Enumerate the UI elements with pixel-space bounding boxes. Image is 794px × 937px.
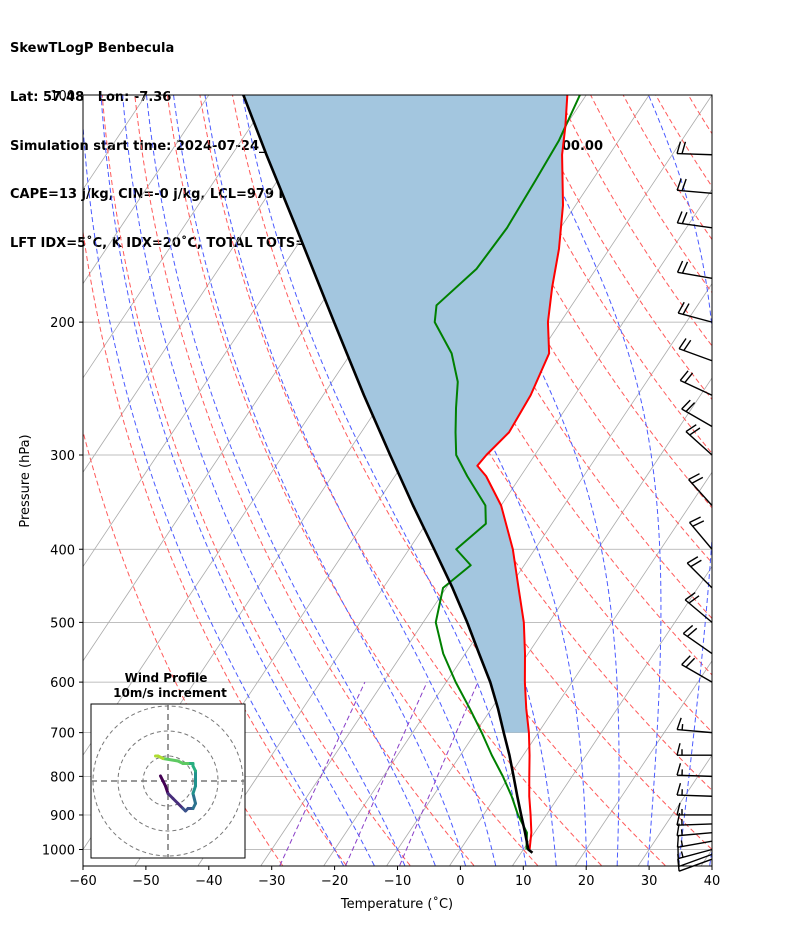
wind-barb: [688, 516, 713, 550]
moist-adiabat: [145, 95, 436, 866]
wind-barb: [676, 743, 712, 756]
mixing-ratio-line: [399, 681, 479, 866]
x-tick-label: −40: [195, 874, 222, 889]
dry-adiabat: [525, 95, 712, 401]
hodograph-trace: [161, 757, 180, 763]
dry-adiabat: [655, 95, 712, 188]
isotherm-line: [83, 95, 335, 473]
wind-barb: [678, 338, 713, 362]
mixing-ratio-line: [345, 681, 428, 866]
wind-barb: [679, 370, 713, 396]
y-tick-label: 700: [50, 727, 75, 742]
wind-barb: [676, 141, 713, 156]
dry-adiabat: [721, 95, 794, 865]
isotherm-line: [83, 95, 210, 285]
station-coordinates: Lat: 57.48 Lon: -7.36: [10, 90, 172, 105]
temperature-profile: [476, 95, 569, 850]
wind-barb: [676, 178, 713, 195]
moist-adiabat: [204, 95, 497, 866]
dry-adiabat: [199, 95, 602, 866]
hodograph-trace: [191, 792, 197, 805]
x-tick-label: 40: [704, 874, 721, 889]
plot-area: [83, 95, 794, 866]
x-tick-label: −30: [258, 874, 285, 889]
moist-adiabat: [648, 95, 712, 866]
dry-adiabat: [166, 95, 539, 866]
moist-adiabat: [83, 118, 344, 866]
wind-barb: [681, 655, 713, 683]
wind-barb: [676, 834, 713, 848]
x-tick-label: 10: [515, 874, 532, 889]
dry-adiabat: [83, 228, 347, 866]
isotherm-line: [83, 95, 84, 96]
wind-barb: [676, 763, 713, 778]
y-axis-label: Pressure (hPa): [18, 434, 33, 527]
hodograph-inset: Wind Profile 10m/s increment: [90, 671, 246, 859]
isotherm-line: [575, 660, 712, 866]
y-tick-label: 100: [50, 89, 75, 104]
isotherm-line: [260, 188, 712, 866]
wind-barb: [676, 260, 713, 280]
wind-barbs: [676, 141, 713, 872]
x-tick-label: −50: [132, 874, 159, 889]
station-title: SkewTLogP Benbecula: [10, 41, 175, 57]
dry-adiabat: [753, 95, 794, 865]
dry-adiabat: [101, 95, 411, 866]
y-tick-label: 1000: [42, 844, 75, 859]
isotherm-line: [512, 565, 712, 866]
hodograph-ring: [117, 730, 219, 832]
x-tick-label: 20: [578, 874, 595, 889]
moist-adiabat: [122, 95, 406, 866]
x-tick-label: −20: [321, 874, 348, 889]
moist-adiabat: [709, 846, 712, 866]
moist-adiabat: [100, 95, 375, 866]
isotherm-line: [449, 471, 712, 866]
moist-adiabat: [518, 95, 662, 866]
x-tick-label: 0: [456, 874, 464, 889]
y-tick-label: 200: [50, 316, 75, 331]
dewpoint-profile: [433, 95, 581, 850]
wind-barb: [682, 624, 713, 655]
y-tick-label: 800: [50, 770, 75, 785]
wind-barb: [676, 717, 713, 734]
x-tick-label: −10: [384, 874, 411, 889]
isotherm-line: [638, 754, 712, 866]
x-axis-label: Temperature (˚C): [340, 896, 453, 912]
x-tick-label: 30: [641, 874, 658, 889]
y-tick-label: 400: [50, 543, 75, 558]
wind-barb: [676, 782, 713, 797]
wind-barb: [681, 399, 713, 428]
wind-barb: [686, 556, 713, 589]
wind-barb: [677, 301, 713, 323]
parcel-profile: [242, 95, 534, 854]
dry-adiabat: [557, 95, 712, 347]
dry-adiabat: [687, 95, 712, 135]
isotherm-line: [701, 848, 712, 866]
wind-barb: [685, 424, 713, 456]
hodograph-title: Wind Profile: [125, 671, 208, 685]
dry-adiabat: [394, 95, 712, 620]
wind-barb: [677, 846, 713, 860]
wind-barb: [684, 592, 713, 623]
hodograph-subtitle: 10m/s increment: [113, 686, 227, 700]
moist-adiabat: [420, 95, 620, 866]
dry-adiabat: [134, 95, 475, 866]
y-tick-label: 900: [50, 809, 75, 824]
isotherm-line: [83, 95, 273, 379]
wind-barb: [676, 802, 712, 816]
y-tick-label: 300: [50, 449, 75, 464]
y-tick-label: 600: [50, 676, 75, 691]
wind-barb: [676, 211, 713, 229]
y-tick-label: 500: [50, 616, 75, 631]
axes: −60 −50 −40 −30 −20 −10 0 10 20 30 40 1000 900 800 700…: [42, 89, 720, 889]
isotherm-line: [323, 282, 712, 866]
x-tick-label: −60: [69, 874, 96, 889]
dry-adiabat: [622, 95, 712, 241]
wind-barb: [688, 473, 713, 506]
mixing-ratio-line: [279, 681, 366, 866]
